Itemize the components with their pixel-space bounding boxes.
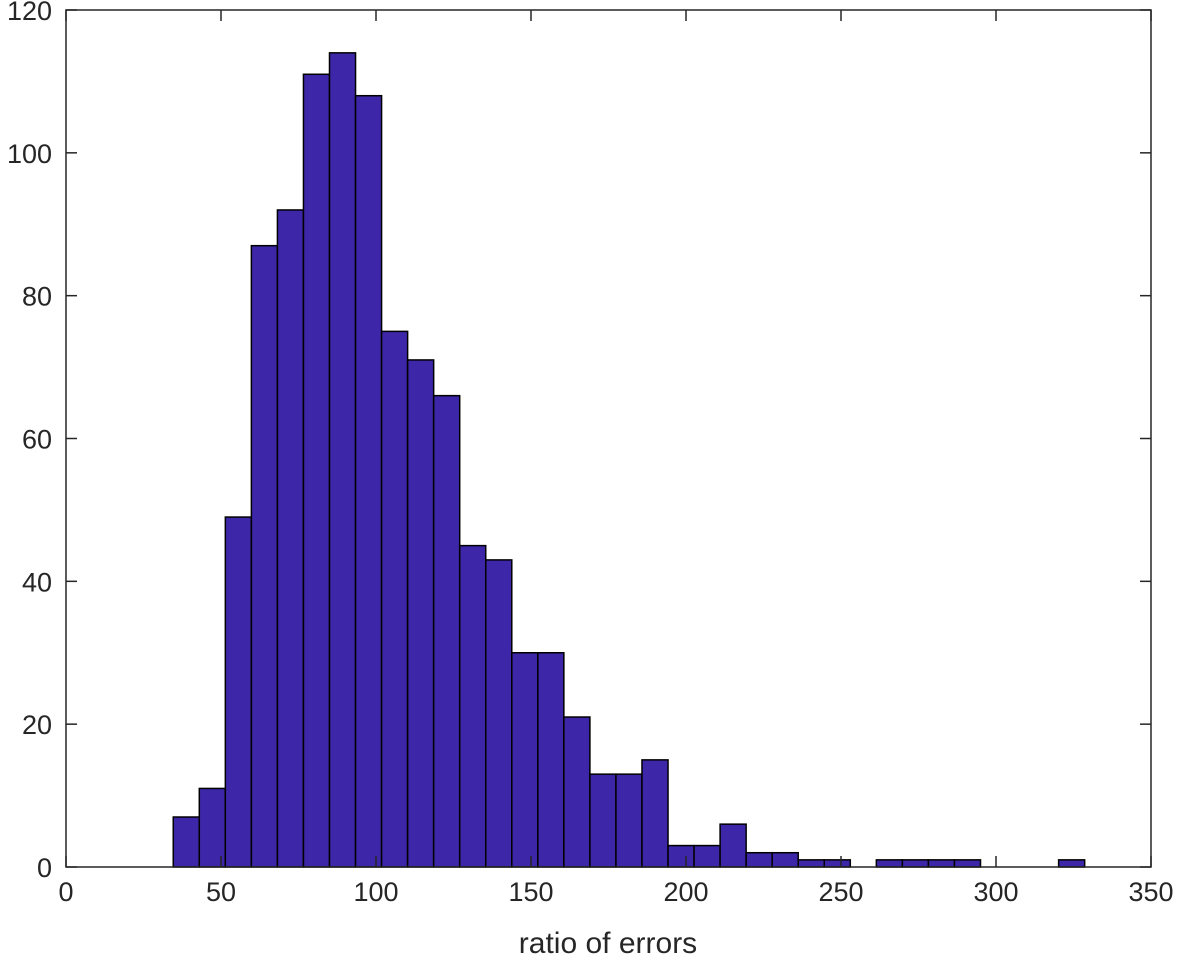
x-tick-label: 150 [508,877,553,907]
histogram-bar [563,716,591,868]
y-tick-label: 40 [22,567,52,597]
histogram-bar [953,859,982,868]
y-tick-label: 120 [7,0,52,26]
y-tick-labels: 0 20 40 60 80 100 120 [7,0,52,883]
bars-group [172,52,1086,868]
x-tick-label: 50 [206,877,236,907]
histogram-bar [406,359,435,868]
histogram-bar [484,559,513,868]
histogram-bar [224,516,253,868]
y-tick-label: 60 [22,425,52,455]
histogram-bar [797,859,826,868]
y-tick-label: 0 [37,853,52,883]
x-tick-label: 300 [973,877,1018,907]
histogram-bar [380,330,409,868]
histogram-bar [328,52,357,868]
histogram-bar [1057,859,1086,868]
x-tick-label: 0 [58,877,73,907]
histogram-bar [276,209,305,868]
histogram-bar [641,759,669,868]
histogram-bar [615,773,643,868]
plot-frame [65,9,1152,868]
x-tick-labels: 0 50 100 150 200 250 300 350 [58,877,1173,907]
histogram-bar [432,394,461,868]
x-tick-label: 100 [353,877,398,907]
x-tick-label: 250 [818,877,863,907]
histogram-bar [771,851,799,868]
histogram-bar [589,773,617,868]
histogram-bar [537,652,565,868]
histogram-bar [172,816,201,868]
x-axis-label: ratio of errors [519,927,697,960]
histogram-bar [511,652,539,868]
histogram-bar [875,859,904,868]
histogram-bar [302,73,331,868]
x-tick-label: 200 [663,877,708,907]
y-tick-label: 20 [22,710,52,740]
histogram-bar [823,859,852,868]
histogram-bar [667,844,695,868]
x-tick-label: 350 [1128,877,1173,907]
histogram-bar [719,823,747,868]
histogram-bar [901,859,930,868]
histogram-bar [198,787,227,868]
y-tick-label: 80 [22,282,52,312]
histogram-bar [927,859,956,868]
histogram-bar [354,94,383,868]
histogram-bar [458,544,487,868]
y-tick-label: 100 [7,139,52,169]
histogram-bar [250,244,279,868]
histogram-bar [745,851,773,868]
histogram-bar [693,844,721,868]
